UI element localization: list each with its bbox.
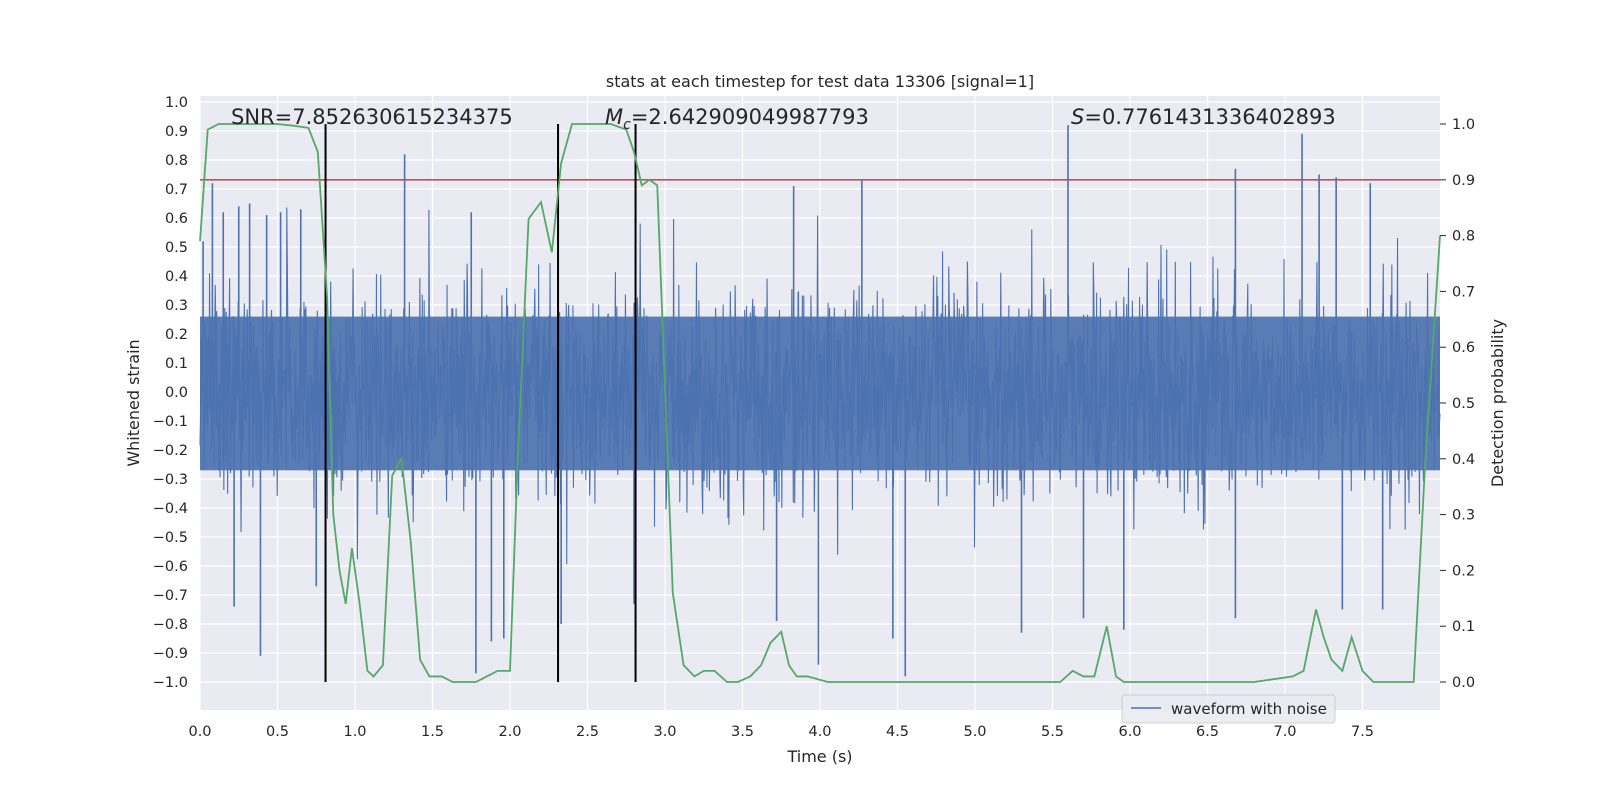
right-y-tick-label: 0.5 [1452,396,1475,412]
left-y-tick-label: 0.6 [165,211,188,227]
right-y-tick-label: 0.7 [1452,284,1475,300]
s-value: =0.7761431336402893 [1084,105,1335,129]
chirp-mass-annotation: Mc=2.642909049987793 [605,105,869,133]
right-y-tick-label: 0.2 [1452,563,1475,579]
detection-probability-line [199,123,1441,683]
legend-box [1121,694,1336,724]
s-annotation: S=0.7761431336402893 [1071,105,1336,129]
left-y-axis-label: Whitened strain [124,339,143,466]
probability-series [199,123,1441,683]
x-tick-label: 5.5 [1041,724,1064,740]
x-tick-label: 6.5 [1196,724,1219,740]
left-y-tick-label: 0.7 [165,182,188,198]
x-tick-label: 7.0 [1273,724,1296,740]
left-y-tick-label: −0.3 [153,472,188,488]
x-tick-label: 4.5 [886,724,909,740]
right-y-axis-label: Detection probability [1488,319,1507,487]
x-tick-label: 3.5 [731,724,754,740]
x-tick-label: 0.0 [188,724,211,740]
x-tick-label: 2.5 [576,724,599,740]
left-y-tick-label: 0.8 [165,153,188,169]
right-y-tick-label: 0.6 [1452,340,1475,356]
right-y-tick-labels: 1.0 0.9 0.8 0.7 0.6 0.5 0.4 0.3 0.2 0.1 0.0 [1440,117,1475,691]
left-y-tick-label: −0.4 [153,501,188,517]
x-tick-label: 3.0 [653,724,676,740]
left-y-tick-label: 0.5 [165,240,188,256]
right-y-tick-label: 0.9 [1452,173,1475,189]
left-y-tick-label: −0.2 [153,443,188,459]
right-y-tick-label: 0.0 [1452,675,1475,691]
x-tick-label: 5.0 [963,724,986,740]
x-tick-label: 1.5 [421,724,444,740]
left-y-tick-label: −0.9 [153,646,188,662]
x-tick-label: 0.5 [266,724,289,740]
snr-annotation: SNR=7.852630615234375 [231,105,513,129]
left-y-tick-label: −1.0 [153,675,188,691]
left-y-tick-label: −0.6 [153,559,188,575]
waveform-series [199,125,1441,677]
left-y-tick-label: 1.0 [165,95,188,111]
left-y-tick-label: −0.1 [153,414,188,430]
left-y-tick-label: 0.4 [165,269,188,285]
left-y-tick-label: 0.2 [165,327,188,343]
right-y-tick-label: 1.0 [1452,117,1475,133]
x-tick-label: 6.0 [1118,724,1141,740]
left-y-tick-label: 0.0 [165,385,188,401]
x-tick-label: 4.0 [808,724,831,740]
left-y-tick-label: 0.1 [165,356,188,372]
left-y-tick-label: 0.9 [165,124,188,140]
legend: waveform with noise [1121,694,1336,724]
right-y-tick-label: 0.8 [1452,229,1475,245]
x-axis-label: Time (s) [786,747,852,766]
waveform-band [200,316,1440,471]
x-tick-labels: 0.0 0.5 1.0 1.5 2.0 2.5 3.0 3.5 4.0 4.5 5.0 5.5 6.0 6… [188,724,1374,740]
left-y-tick-label: 0.3 [165,298,188,314]
left-y-tick-label: −0.5 [153,530,188,546]
left-y-tick-labels: 1.0 0.9 0.8 0.7 0.6 0.5 0.4 0.3 0.2 0.1 0.0 −0.1 −0.… [153,95,188,691]
right-y-tick-label: 0.3 [1452,508,1475,524]
x-tick-label: 2.0 [498,724,521,740]
chirp-mass-value: =2.642909049987793 [631,105,869,129]
chirp-mass-subscript: c [623,117,631,133]
overlay-lines [200,124,1440,682]
s-symbol: S [1071,105,1084,129]
left-y-tick-label: −0.8 [153,617,188,633]
right-y-tick-label: 0.1 [1452,619,1475,635]
legend-label: waveform with noise [1171,700,1327,718]
chart-title: stats at each timestep for test data 133… [606,72,1034,91]
x-tick-label: 7.5 [1351,724,1374,740]
x-tick-label: 1.0 [343,724,366,740]
chirp-mass-symbol: M [605,105,623,129]
right-y-tick-label: 0.4 [1452,452,1475,468]
left-y-tick-label: −0.7 [153,588,188,604]
